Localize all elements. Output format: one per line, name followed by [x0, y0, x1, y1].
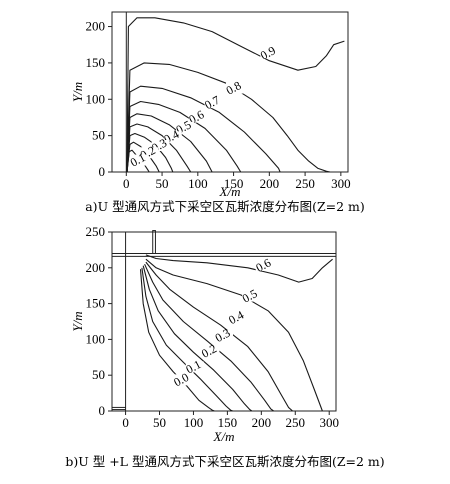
contour-line — [126, 132, 174, 173]
figure-caption: b)U 型 +L 型通风方式下采空区瓦斯浓度分布图(Z=2 m) — [65, 454, 384, 469]
contour-label: 0.8 — [224, 78, 244, 97]
contour-line — [126, 123, 192, 173]
x-tick-label: 200 — [260, 176, 280, 191]
contour-label: 0.0 — [171, 370, 191, 389]
contour-label-bg — [175, 121, 194, 133]
contour-line — [126, 62, 331, 173]
contour-label-bg — [228, 312, 247, 324]
l-roadway — [152, 230, 156, 254]
x-tick-label: 250 — [295, 176, 315, 191]
contour-line — [126, 113, 213, 173]
x-tick-label: 50 — [153, 415, 166, 430]
x-tick-label: 250 — [286, 415, 306, 430]
y-tick-label: 200 — [86, 260, 106, 275]
y-axis-label: Y/m — [70, 311, 85, 331]
y-tick-label: 100 — [86, 331, 106, 346]
contour-label: 0.1 — [128, 150, 148, 169]
contour-label-bg — [204, 97, 223, 109]
x-tick-label: 300 — [331, 176, 351, 191]
contour-line — [142, 265, 253, 412]
contour-label-bg — [130, 154, 149, 166]
chart-a: 0 50 100 150 200 250 300 0 50 100 150 200 X/m Y/m 0.9 0… — [70, 11, 365, 214]
y-tick-label: 0 — [99, 164, 106, 179]
x-tick-label: 50 — [156, 176, 169, 191]
x-tick-label: 100 — [188, 176, 208, 191]
plot-frame — [111, 11, 349, 173]
x-tick-label: 300 — [319, 415, 339, 430]
contour-label-bg — [201, 345, 220, 357]
contour-line — [145, 258, 323, 412]
contour-line — [145, 261, 293, 412]
y-tick-label: 200 — [86, 19, 106, 34]
x-tick-label: 0 — [123, 176, 130, 191]
contour-label-bg — [260, 47, 279, 59]
x-tick-label: 100 — [184, 415, 204, 430]
x-tick-label: 150 — [224, 176, 244, 191]
y-tick-label: 100 — [86, 91, 106, 106]
contour-label-bg — [226, 82, 245, 94]
contour-line — [126, 141, 160, 173]
y-tick-label: 250 — [86, 224, 106, 239]
contour-line — [139, 269, 215, 412]
contour-label: 0.1 — [183, 357, 203, 376]
x-tick-label: 150 — [218, 415, 238, 430]
contour-label: 0.2 — [199, 341, 219, 360]
x-axis-label: X/m — [219, 184, 241, 199]
contour-label: 0.7 — [202, 93, 222, 112]
y-tick-label: 0 — [99, 403, 106, 418]
contour-label-bg — [188, 111, 207, 123]
contour-label: 0.9 — [258, 43, 278, 62]
contour-line — [144, 263, 274, 412]
contour-label: 0.4 — [226, 308, 246, 327]
contour-label-bg — [173, 374, 192, 386]
plot-frame — [111, 231, 337, 412]
y-tick-label: 150 — [86, 55, 106, 70]
y-tick-label: 50 — [92, 367, 105, 382]
x-axis-label: X/m — [213, 429, 235, 444]
contour-label-bg — [163, 131, 182, 143]
x-tick-label: 0 — [122, 415, 129, 430]
contour-line — [145, 254, 333, 283]
x-tick-label: 200 — [252, 415, 272, 430]
y-axis-label: Y/m — [70, 82, 85, 102]
contour-label: 0.5 — [240, 286, 260, 305]
chart-b: 0 50 100 150 200 250 300 0 50 100 150 200 250 X/m Y/m 0… — [65, 224, 384, 469]
contour-label-bg — [151, 140, 170, 151]
y-tick-label: 50 — [92, 128, 105, 143]
contour-label: 0.6 — [253, 255, 273, 274]
figure-caption: a)U 型通风方式下采空区瓦斯浓度分布图(Z=2 m) — [85, 199, 365, 214]
contour-label-bg — [242, 290, 261, 302]
contour-label-bg — [185, 361, 204, 373]
contour-label-bg — [215, 329, 233, 341]
contour-label: 0.3 — [213, 326, 233, 345]
contour-line — [126, 100, 242, 173]
y-tick-label: 150 — [86, 296, 106, 311]
contour-line — [126, 17, 345, 173]
contour-label-bg — [255, 259, 274, 271]
contour-label-bg — [140, 147, 159, 159]
